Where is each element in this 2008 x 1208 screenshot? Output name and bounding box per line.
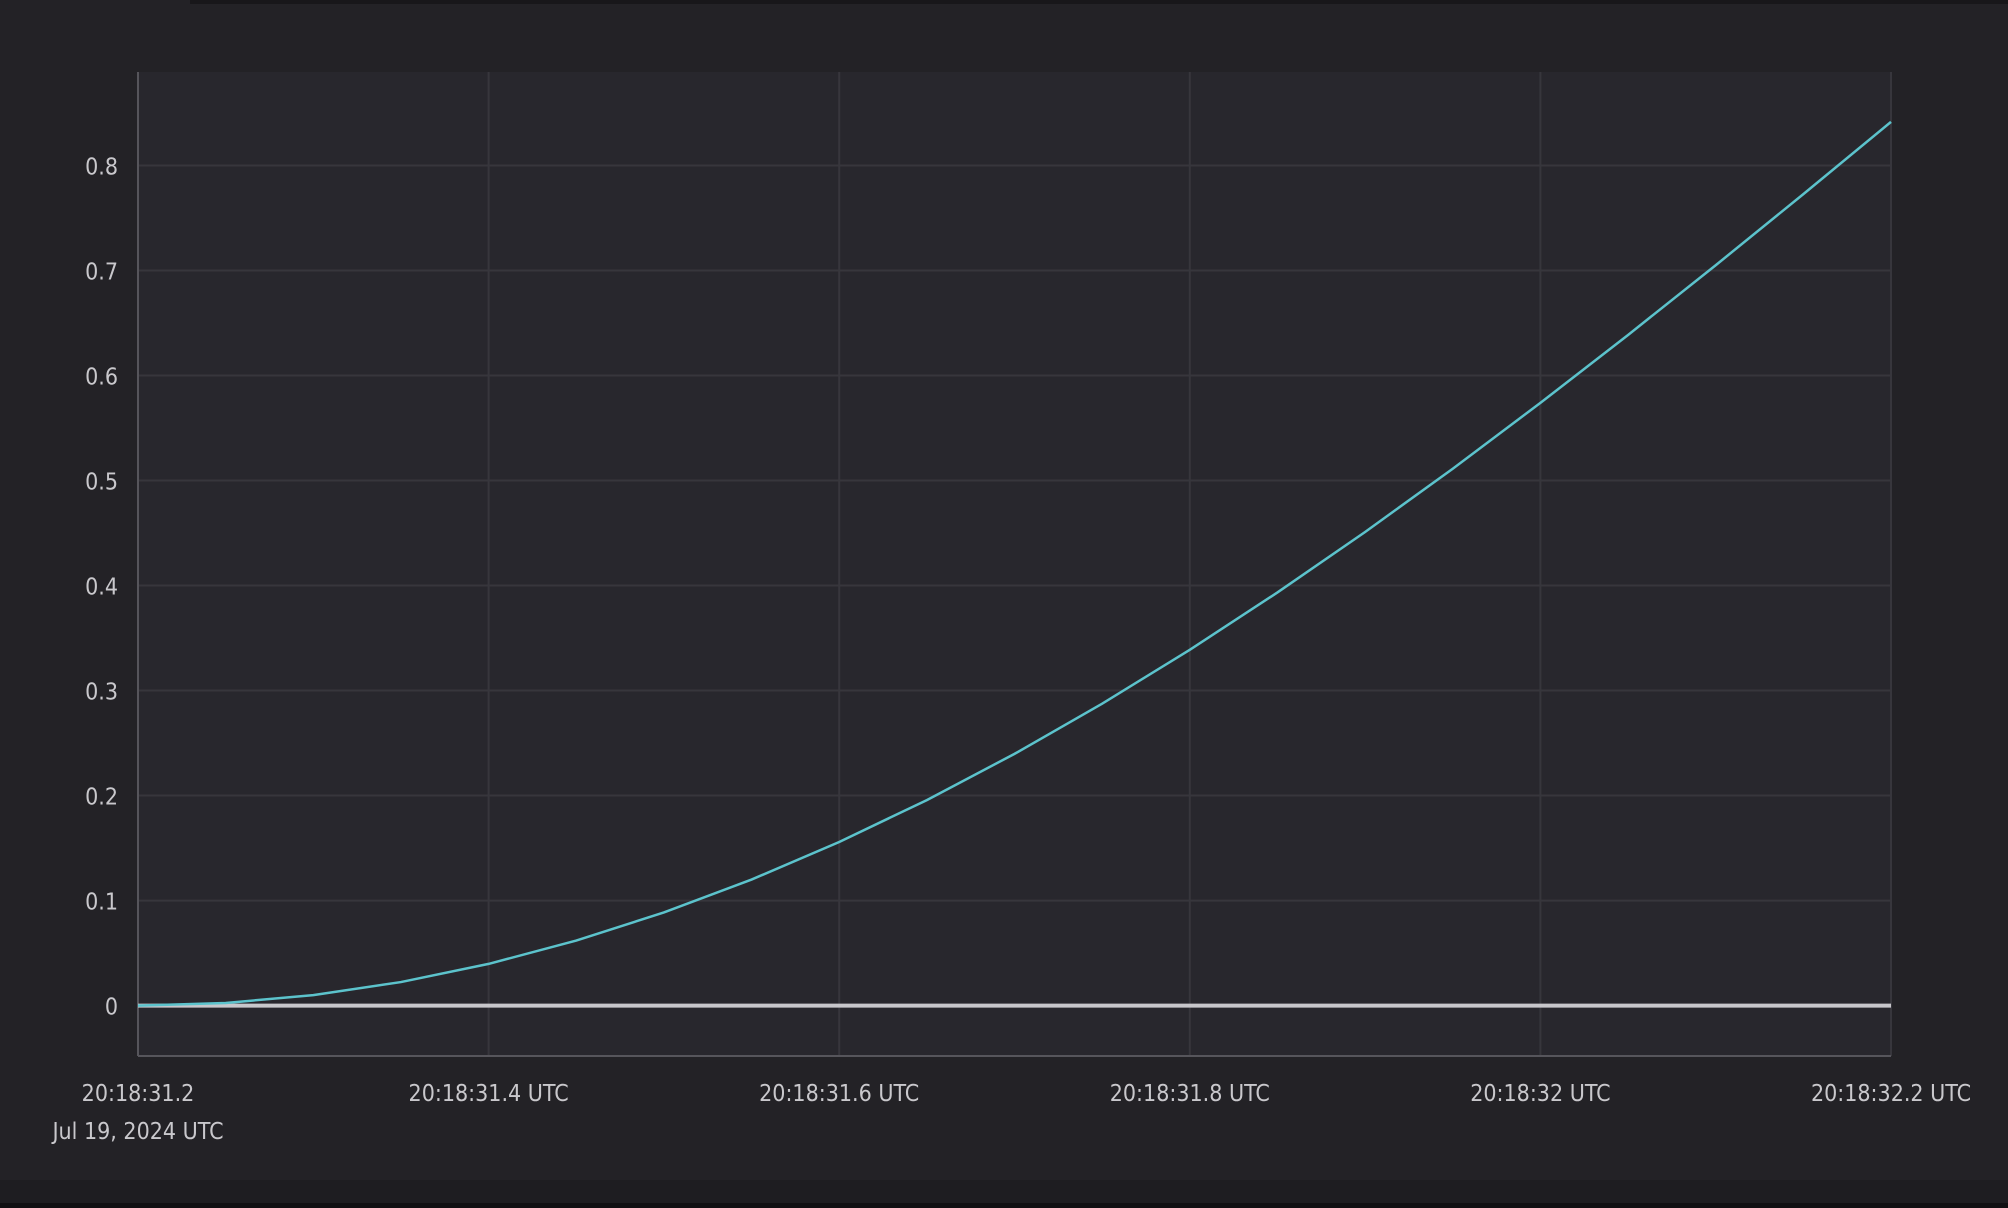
- y-tick-label: 0.6: [85, 364, 118, 390]
- x-tick-label: 20:18:31.8 UTC: [1110, 1081, 1270, 1107]
- bottom-edge: [0, 1203, 2008, 1208]
- y-tick-label: 0.3: [85, 680, 118, 706]
- y-tick-label: 0.7: [85, 259, 118, 285]
- y-tick-label: 0.5: [85, 470, 118, 496]
- y-tick-label: 0.4: [85, 575, 118, 601]
- x-tick-label: 20:18:31.2: [82, 1081, 195, 1107]
- y-tick-label: 0.8: [85, 154, 118, 180]
- y-tick-label: 0: [105, 995, 118, 1021]
- y-tick-label: 0.1: [85, 890, 118, 916]
- top-border: [190, 0, 2008, 4]
- x-date-label: Jul 19, 2024 UTC: [50, 1119, 223, 1145]
- y-axis-ticks: 0 0.1 0.2 0.3 0.4 0.5 0.6 0.7 0.8: [85, 154, 118, 1020]
- x-axis-ticks: 20:18:31.2 20:18:31.4 UTC 20:18:31.6 UTC 20…: [82, 1081, 1971, 1107]
- x-tick-label: 20:18:32.2 UTC: [1811, 1081, 1971, 1107]
- plot-area: [138, 72, 1891, 1056]
- series-group: [137, 120, 1892, 1008]
- y-tick-label: 0.2: [85, 785, 118, 811]
- x-tick-label: 20:18:32 UTC: [1470, 1081, 1610, 1107]
- series-line: [137, 120, 1892, 1007]
- x-tick-label: 20:18:31.6 UTC: [759, 1081, 919, 1107]
- x-tick-label: 20:18:31.4 UTC: [409, 1081, 569, 1107]
